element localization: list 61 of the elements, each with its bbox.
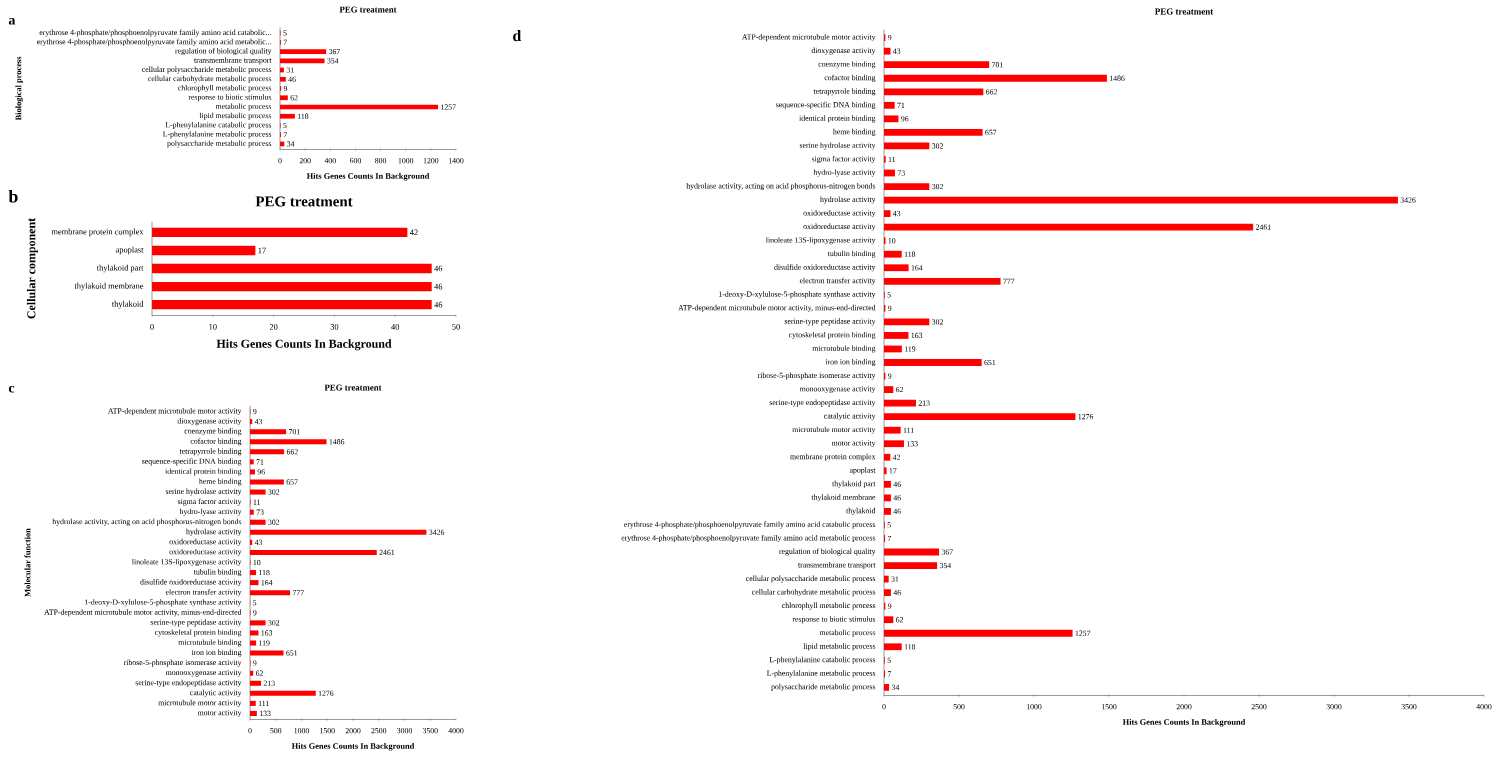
bar xyxy=(250,439,327,445)
bar xyxy=(884,318,930,326)
bar xyxy=(884,332,909,340)
bar xyxy=(884,48,891,55)
bar xyxy=(250,489,266,495)
bar xyxy=(884,129,983,137)
bar xyxy=(884,589,891,597)
bar xyxy=(884,102,895,109)
bar xyxy=(250,449,285,455)
bar xyxy=(884,508,891,516)
bar xyxy=(280,49,327,55)
bar xyxy=(884,183,930,191)
bar xyxy=(884,88,984,96)
bar xyxy=(884,616,894,624)
bar xyxy=(250,550,377,556)
bar xyxy=(250,630,259,636)
bar xyxy=(884,454,891,461)
bar xyxy=(884,399,916,407)
bar xyxy=(250,530,427,536)
bar xyxy=(884,413,1076,421)
bar xyxy=(152,264,432,274)
bar xyxy=(884,61,990,69)
bar xyxy=(884,643,902,651)
bar xyxy=(884,684,890,692)
bar xyxy=(884,562,938,570)
bar xyxy=(884,75,1107,82)
bar xyxy=(250,570,257,576)
bar xyxy=(884,264,909,272)
bar xyxy=(884,481,891,488)
bar xyxy=(250,680,261,687)
bar xyxy=(884,251,902,258)
bar xyxy=(250,429,287,435)
bar xyxy=(250,691,316,697)
bar xyxy=(884,386,894,394)
bar xyxy=(250,640,257,646)
bar xyxy=(250,620,266,626)
bar xyxy=(250,519,266,526)
bar xyxy=(884,440,904,448)
bar xyxy=(250,650,284,656)
bar xyxy=(250,580,259,586)
bar xyxy=(250,479,284,485)
bar xyxy=(884,494,891,502)
bar xyxy=(250,711,257,717)
bar xyxy=(884,210,891,218)
bar xyxy=(152,227,408,238)
bar xyxy=(280,77,286,82)
bar xyxy=(152,245,256,256)
bar xyxy=(152,282,432,292)
bar xyxy=(152,300,432,310)
bar xyxy=(884,359,982,367)
bar xyxy=(884,223,1254,231)
bar xyxy=(250,701,256,707)
bar xyxy=(280,114,295,119)
bar xyxy=(884,427,901,434)
bar xyxy=(280,58,325,64)
bar xyxy=(884,630,1073,637)
text: b xyxy=(8,190,18,203)
bar xyxy=(884,115,899,123)
bar xyxy=(884,278,1001,285)
bar xyxy=(250,590,291,596)
bar xyxy=(280,95,288,101)
